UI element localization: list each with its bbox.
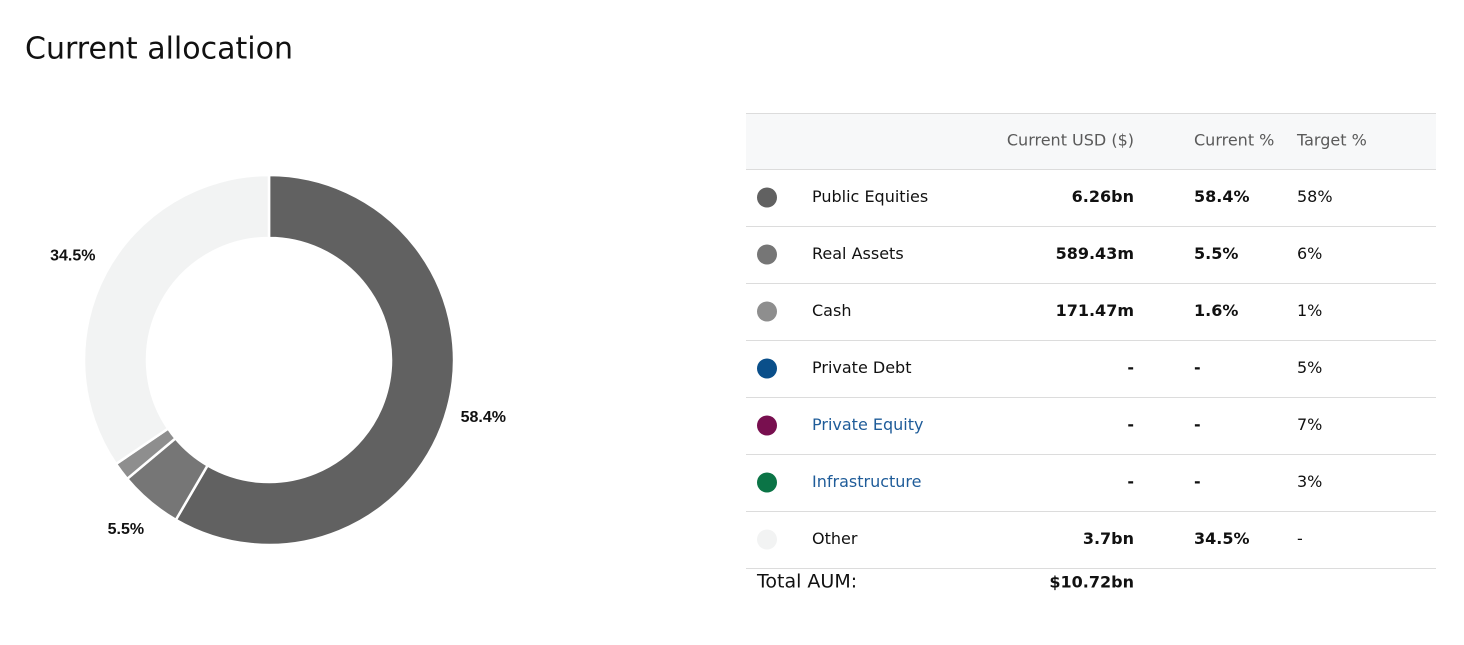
current-pct: 58.4% — [1194, 187, 1250, 206]
table-header-bg — [746, 113, 1436, 169]
target-pct: 1% — [1297, 301, 1322, 320]
current-usd: - — [1127, 415, 1134, 434]
target-pct: - — [1297, 529, 1303, 548]
asset-link[interactable]: Infrastructure — [812, 472, 921, 491]
donut-value-label: 5.5% — [108, 521, 144, 538]
target-pct: 3% — [1297, 472, 1322, 491]
legend-dot — [757, 472, 777, 493]
asset-name: Cash — [812, 301, 851, 320]
target-pct: 5% — [1297, 358, 1322, 377]
legend-dot — [757, 301, 777, 322]
total-value: $10.72bn — [1049, 573, 1134, 592]
current-pct: 1.6% — [1194, 301, 1238, 320]
column-header: Target % — [1296, 131, 1367, 150]
column-header: Current USD ($) — [1007, 131, 1134, 150]
total-label: Total AUM: — [756, 571, 857, 593]
current-pct: - — [1194, 358, 1201, 377]
donut-value-label: 34.5% — [50, 247, 95, 264]
current-pct: - — [1194, 472, 1201, 491]
asset-name: Private Debt — [812, 358, 911, 377]
column-header: Current % — [1194, 131, 1274, 150]
current-pct: 5.5% — [1194, 244, 1238, 263]
current-usd: 6.26bn — [1072, 187, 1134, 206]
legend-dot — [757, 244, 777, 265]
page-title: Current allocation — [25, 32, 293, 67]
donut-segment — [82, 173, 271, 466]
current-usd: 171.47m — [1056, 301, 1134, 320]
target-pct: 7% — [1297, 415, 1322, 434]
legend-dot — [757, 187, 777, 208]
current-usd: 589.43m — [1056, 244, 1134, 263]
donut-value-label: 58.4% — [461, 409, 506, 426]
asset-link[interactable]: Private Equity — [812, 415, 923, 434]
asset-name: Public Equities — [812, 187, 928, 206]
legend-dot — [757, 358, 777, 379]
asset-name: Other — [812, 529, 858, 548]
current-usd: 3.7bn — [1083, 529, 1134, 548]
current-usd: - — [1127, 472, 1134, 491]
asset-name: Real Assets — [812, 244, 904, 263]
current-pct: 34.5% — [1194, 529, 1250, 548]
current-usd: - — [1127, 358, 1134, 377]
legend-dot — [757, 415, 777, 436]
legend-dot — [757, 529, 777, 550]
current-pct: - — [1194, 415, 1201, 434]
target-pct: 58% — [1297, 187, 1333, 206]
target-pct: 6% — [1297, 244, 1322, 263]
donut-segment — [174, 173, 456, 547]
